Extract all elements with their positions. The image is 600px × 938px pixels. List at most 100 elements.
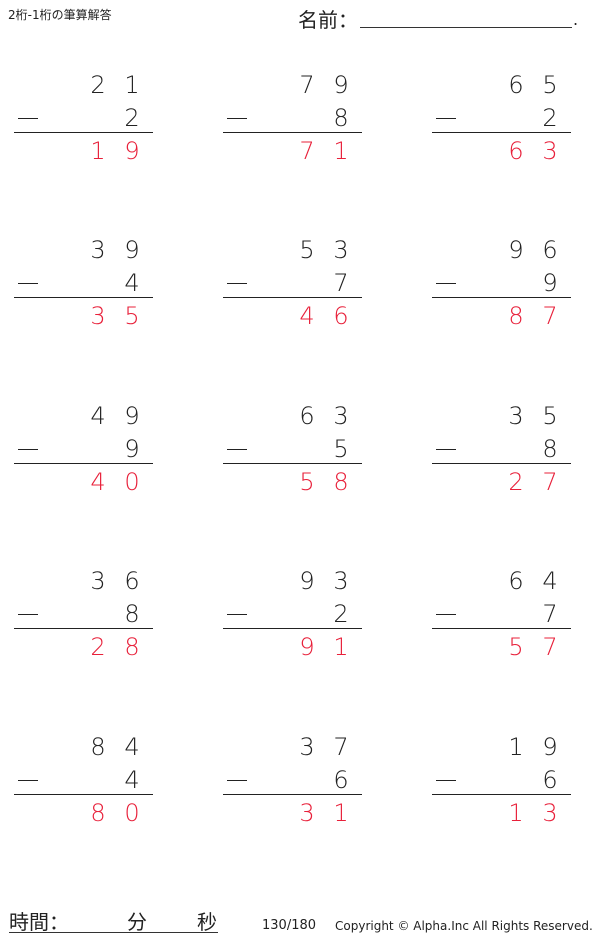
subtrahend: 8 <box>542 435 558 463</box>
sum-line <box>432 794 571 795</box>
answer-ones: 7 <box>542 633 558 661</box>
answer-tens: 3 <box>299 799 315 827</box>
page-number: 130/180 <box>262 918 317 933</box>
minuend-tens: 8 <box>90 733 106 761</box>
sum-line <box>432 297 571 298</box>
minus-sign <box>436 614 456 615</box>
sum-line <box>14 463 153 464</box>
subtrahend: 8 <box>333 104 349 132</box>
minuend-tens: 9 <box>299 567 315 595</box>
minuend-ones: 5 <box>542 71 558 99</box>
seconds-label: 秒 <box>197 910 217 934</box>
answer-tens: 6 <box>508 137 524 165</box>
subtrahend: 6 <box>333 766 349 794</box>
subtrahend: 6 <box>542 766 558 794</box>
subtrahend: 4 <box>124 766 140 794</box>
sum-line <box>432 132 571 133</box>
answer-tens: 4 <box>90 468 106 496</box>
minuend-ones: 4 <box>124 733 140 761</box>
minuend-ones: 1 <box>124 71 140 99</box>
answer-tens: 5 <box>508 633 524 661</box>
minuend-ones: 9 <box>333 71 349 99</box>
subtrahend: 4 <box>124 269 140 297</box>
minus-sign <box>436 283 456 284</box>
sum-line <box>432 463 571 464</box>
minuend-ones: 6 <box>124 567 140 595</box>
time-field: 時間： 分 秒 <box>9 906 218 934</box>
worksheet-title: 2桁-1桁の筆算解答 <box>8 8 112 22</box>
minuend-tens: 7 <box>299 71 315 99</box>
name-field-line <box>360 27 572 28</box>
minuend-tens: 3 <box>508 402 524 430</box>
sum-line <box>223 628 362 629</box>
sum-line <box>432 628 571 629</box>
name-end-dot: . <box>573 10 579 29</box>
answer-ones: 1 <box>333 137 349 165</box>
minuend-tens: 3 <box>90 567 106 595</box>
minuend-ones: 3 <box>333 236 349 264</box>
minus-sign <box>18 118 38 119</box>
answer-tens: 9 <box>299 633 315 661</box>
subtrahend: 2 <box>542 104 558 132</box>
minus-sign <box>436 449 456 450</box>
sum-line <box>14 297 153 298</box>
sum-line <box>14 132 153 133</box>
answer-tens: 8 <box>508 302 524 330</box>
answer-tens: 1 <box>508 799 524 827</box>
subtrahend: 2 <box>124 104 140 132</box>
time-label: 時間： <box>9 910 69 934</box>
minuend-tens: 3 <box>299 733 315 761</box>
sum-line <box>14 628 153 629</box>
minus-sign <box>18 449 38 450</box>
minus-sign <box>18 780 38 781</box>
answer-tens: 5 <box>299 468 315 496</box>
minus-sign <box>227 449 247 450</box>
minus-sign <box>18 283 38 284</box>
minus-sign <box>227 780 247 781</box>
sum-line <box>223 794 362 795</box>
minuend-ones: 4 <box>542 567 558 595</box>
sum-line <box>223 132 362 133</box>
answer-ones: 7 <box>542 468 558 496</box>
subtrahend: 7 <box>333 269 349 297</box>
minuend-ones: 9 <box>542 733 558 761</box>
minuend-tens: 5 <box>299 236 315 264</box>
answer-tens: 8 <box>90 799 106 827</box>
minuend-ones: 7 <box>333 733 349 761</box>
minuend-ones: 6 <box>542 236 558 264</box>
answer-tens: 2 <box>508 468 524 496</box>
answer-ones: 9 <box>124 137 140 165</box>
minutes-label: 分 <box>127 910 147 934</box>
minuend-tens: 9 <box>508 236 524 264</box>
answer-ones: 5 <box>124 302 140 330</box>
answer-ones: 3 <box>542 137 558 165</box>
subtrahend: 9 <box>124 435 140 463</box>
minus-sign <box>18 614 38 615</box>
answer-ones: 7 <box>542 302 558 330</box>
answer-ones: 8 <box>124 633 140 661</box>
answer-tens: 2 <box>90 633 106 661</box>
answer-tens: 1 <box>90 137 106 165</box>
sum-line <box>223 463 362 464</box>
subtrahend: 9 <box>542 269 558 297</box>
sum-line <box>223 297 362 298</box>
minus-sign <box>227 614 247 615</box>
minus-sign <box>227 118 247 119</box>
copyright: Copyright © Alpha.Inc All Rights Reserve… <box>335 919 593 933</box>
minuend-tens: 6 <box>508 567 524 595</box>
minuend-ones: 3 <box>333 567 349 595</box>
